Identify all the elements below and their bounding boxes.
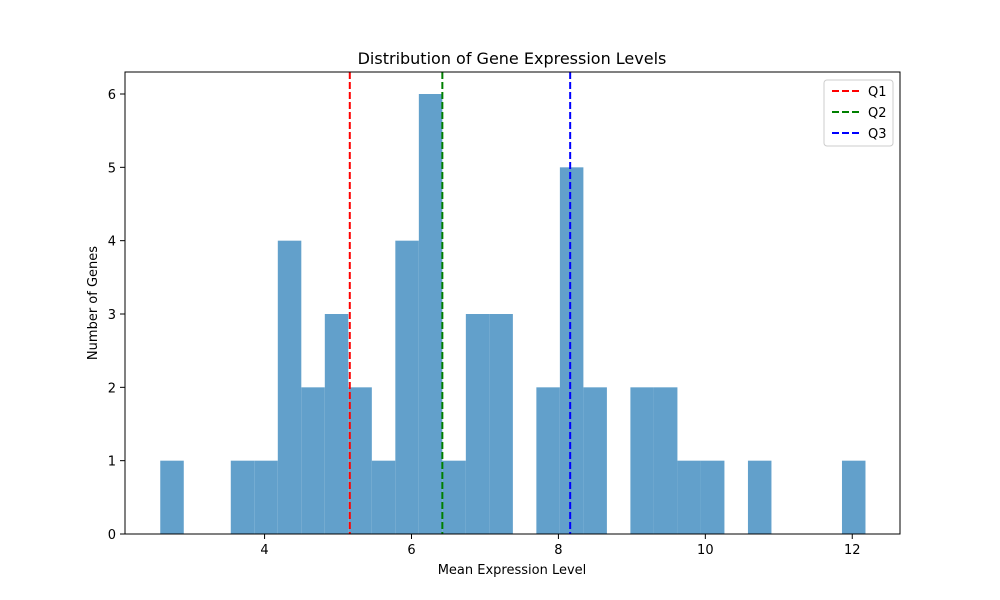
reference-lines-layer: [348, 72, 572, 534]
y-tick-label: 0: [108, 528, 116, 543]
histogram-bar: [160, 460, 184, 534]
legend: Q1 Q2 Q3: [823, 79, 894, 147]
histogram-bar: [418, 94, 443, 534]
legend-label-q3: Q3: [868, 127, 887, 142]
y-tick-label: 1: [108, 455, 116, 470]
histogram-bar: [230, 460, 255, 534]
x-tick-label: 4: [260, 543, 268, 558]
histogram-bar: [442, 460, 466, 534]
histogram-bar: [324, 314, 349, 534]
x-tick-label: 8: [554, 543, 562, 558]
histogram-bar: [536, 387, 560, 534]
legend-label-q2: Q2: [868, 106, 887, 121]
histogram-bar: [465, 314, 490, 534]
histogram-bar: [583, 387, 607, 534]
legend-label-q1: Q1: [868, 85, 887, 100]
y-axis-ticks: 0 1 2 3 4 5 6: [108, 88, 125, 543]
x-axis-label: Mean Expression Level: [438, 563, 587, 578]
histogram-bar: [559, 167, 584, 534]
histogram-bar: [254, 460, 278, 534]
y-tick-label: 6: [108, 88, 116, 103]
histogram-bar: [489, 314, 513, 534]
y-axis-label: Number of Genes: [86, 246, 101, 360]
x-tick-label: 10: [697, 543, 714, 558]
histogram-bar: [841, 460, 866, 534]
histogram-bar: [653, 387, 678, 534]
plot-frame: [124, 71, 901, 535]
x-tick-label: 6: [407, 543, 415, 558]
histogram-bar: [395, 240, 419, 535]
y-tick-label: 2: [108, 381, 116, 396]
histogram-bar: [371, 460, 396, 534]
histogram-bar: [301, 387, 325, 534]
histogram-bar: [747, 460, 772, 534]
histogram-bar: [677, 460, 701, 534]
y-tick-label: 5: [108, 161, 116, 176]
histogram-bar: [700, 460, 725, 534]
histogram-bar: [348, 387, 372, 534]
histogram-bar: [630, 387, 654, 534]
y-tick-label: 4: [108, 235, 116, 250]
chart-title: Distribution of Gene Expression Levels: [358, 49, 667, 68]
bars-layer: [160, 94, 866, 535]
histogram-bar: [277, 240, 302, 535]
x-tick-label: 12: [844, 543, 861, 558]
y-tick-label: 3: [108, 308, 116, 323]
x-axis-ticks: 4 6 8 10 12: [260, 534, 861, 558]
